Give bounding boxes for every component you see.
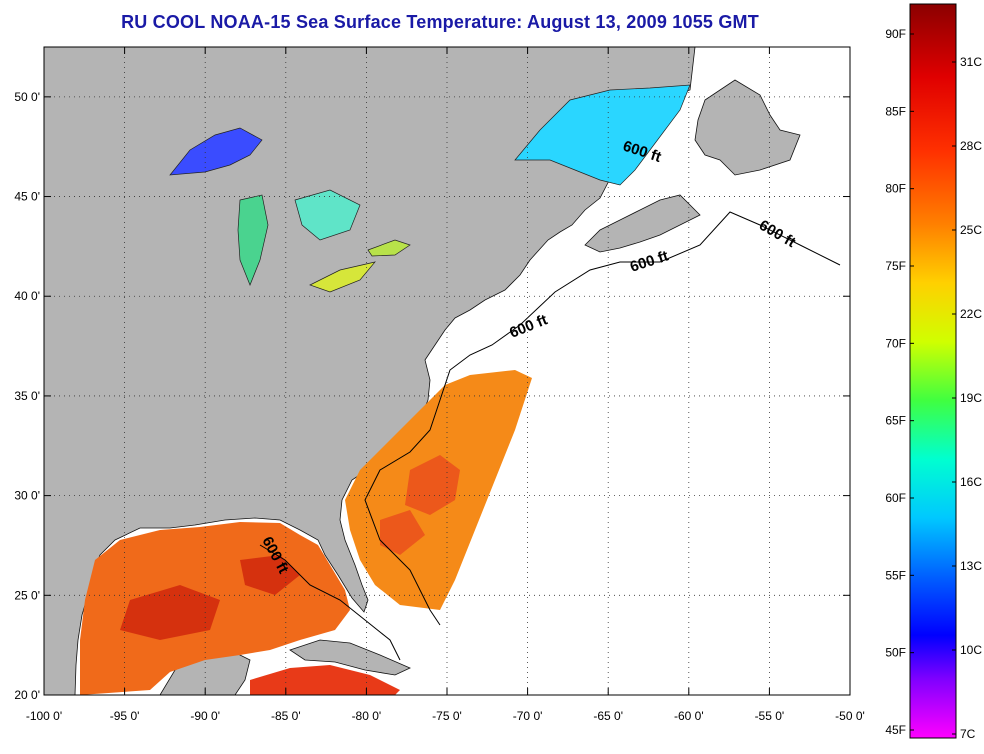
isobath-600ft: [259, 211, 841, 661]
caribbean-sst: [250, 665, 400, 695]
land-north-america: [44, 47, 696, 695]
x-tick-label: -95 0': [110, 709, 140, 723]
x-tick-label: -90 0': [190, 709, 220, 723]
x-axis: -100 0' -95 0' -90 0' -85 0' -80 0' -75 0' -70…: [26, 47, 865, 723]
x-tick-label: -50 0': [835, 709, 865, 723]
colorbar-c-label: 10C: [960, 643, 982, 657]
gulf-st-lawrence-sst: [514, 84, 691, 186]
x-tick-label: -100 0': [26, 709, 62, 723]
colorbar-celsius-labels: 31C 28C 25C 22C 19C 16C 13C 10C 7C: [952, 55, 982, 741]
y-tick-label: 45 0': [14, 190, 40, 204]
x-tick-label: -65 0': [593, 709, 623, 723]
y-tick-label: 50 0': [14, 90, 40, 104]
colorbar-c-label: 28C: [960, 139, 982, 153]
colorbar-c-label: 31C: [960, 55, 982, 69]
colorbar-c-label: 13C: [960, 559, 982, 573]
great-lakes-sst: [169, 127, 411, 293]
colorbar-f-label: 90F: [885, 27, 906, 41]
y-tick-label: 25 0': [14, 588, 40, 602]
x-tick-label: -60 0': [674, 709, 704, 723]
colorbar-fahrenheit-labels: 90F 85F 80F 75F 70F 65F 60F 55F 50F 45F: [885, 27, 914, 737]
colorbar-f-label: 45F: [885, 723, 906, 737]
y-tick-label: 40 0': [14, 289, 40, 303]
x-tick-label: -75 0': [432, 709, 462, 723]
colorbar-f-label: 55F: [885, 568, 906, 582]
colorbar-c-label: 22C: [960, 307, 982, 321]
gulf-sst-hot-patches: [120, 555, 300, 640]
graticule: [44, 47, 850, 695]
colorbar-c-label: 25C: [960, 223, 982, 237]
colorbar-f-label: 60F: [885, 491, 906, 505]
map-title: RU COOL NOAA-15 Sea Surface Temperature:…: [121, 12, 759, 32]
y-axis: 50 0' 45 0' 40 0' 35 0' 30 0' 25 0' 20 0': [14, 90, 850, 702]
colorbar-f-label: 75F: [885, 259, 906, 273]
colorbar-c-label: 19C: [960, 391, 982, 405]
colorbar-f-label: 70F: [885, 336, 906, 350]
colorbar-f-label: 85F: [885, 104, 906, 118]
colorbar-f-label: 65F: [885, 414, 906, 428]
x-tick-label: -55 0': [755, 709, 785, 723]
land-cuba: [289, 639, 411, 676]
colorbar: [909, 3, 957, 739]
x-tick-label: -70 0': [513, 709, 543, 723]
colorbar-c-label: 16C: [960, 475, 982, 489]
atlantic-sst-warm-patches: [380, 455, 460, 555]
colorbar-f-label: 80F: [885, 182, 906, 196]
colorbar-f-label: 50F: [885, 646, 906, 660]
y-tick-label: 35 0': [14, 389, 40, 403]
land-newfoundland: [694, 79, 801, 176]
x-tick-label: -85 0': [271, 709, 301, 723]
x-tick-label: -80 0': [352, 709, 382, 723]
land-nova-scotia: [584, 194, 701, 253]
y-tick-label: 30 0': [14, 489, 40, 503]
y-tick-label: 20 0': [14, 688, 40, 702]
colorbar-c-label: 7C: [960, 727, 976, 741]
